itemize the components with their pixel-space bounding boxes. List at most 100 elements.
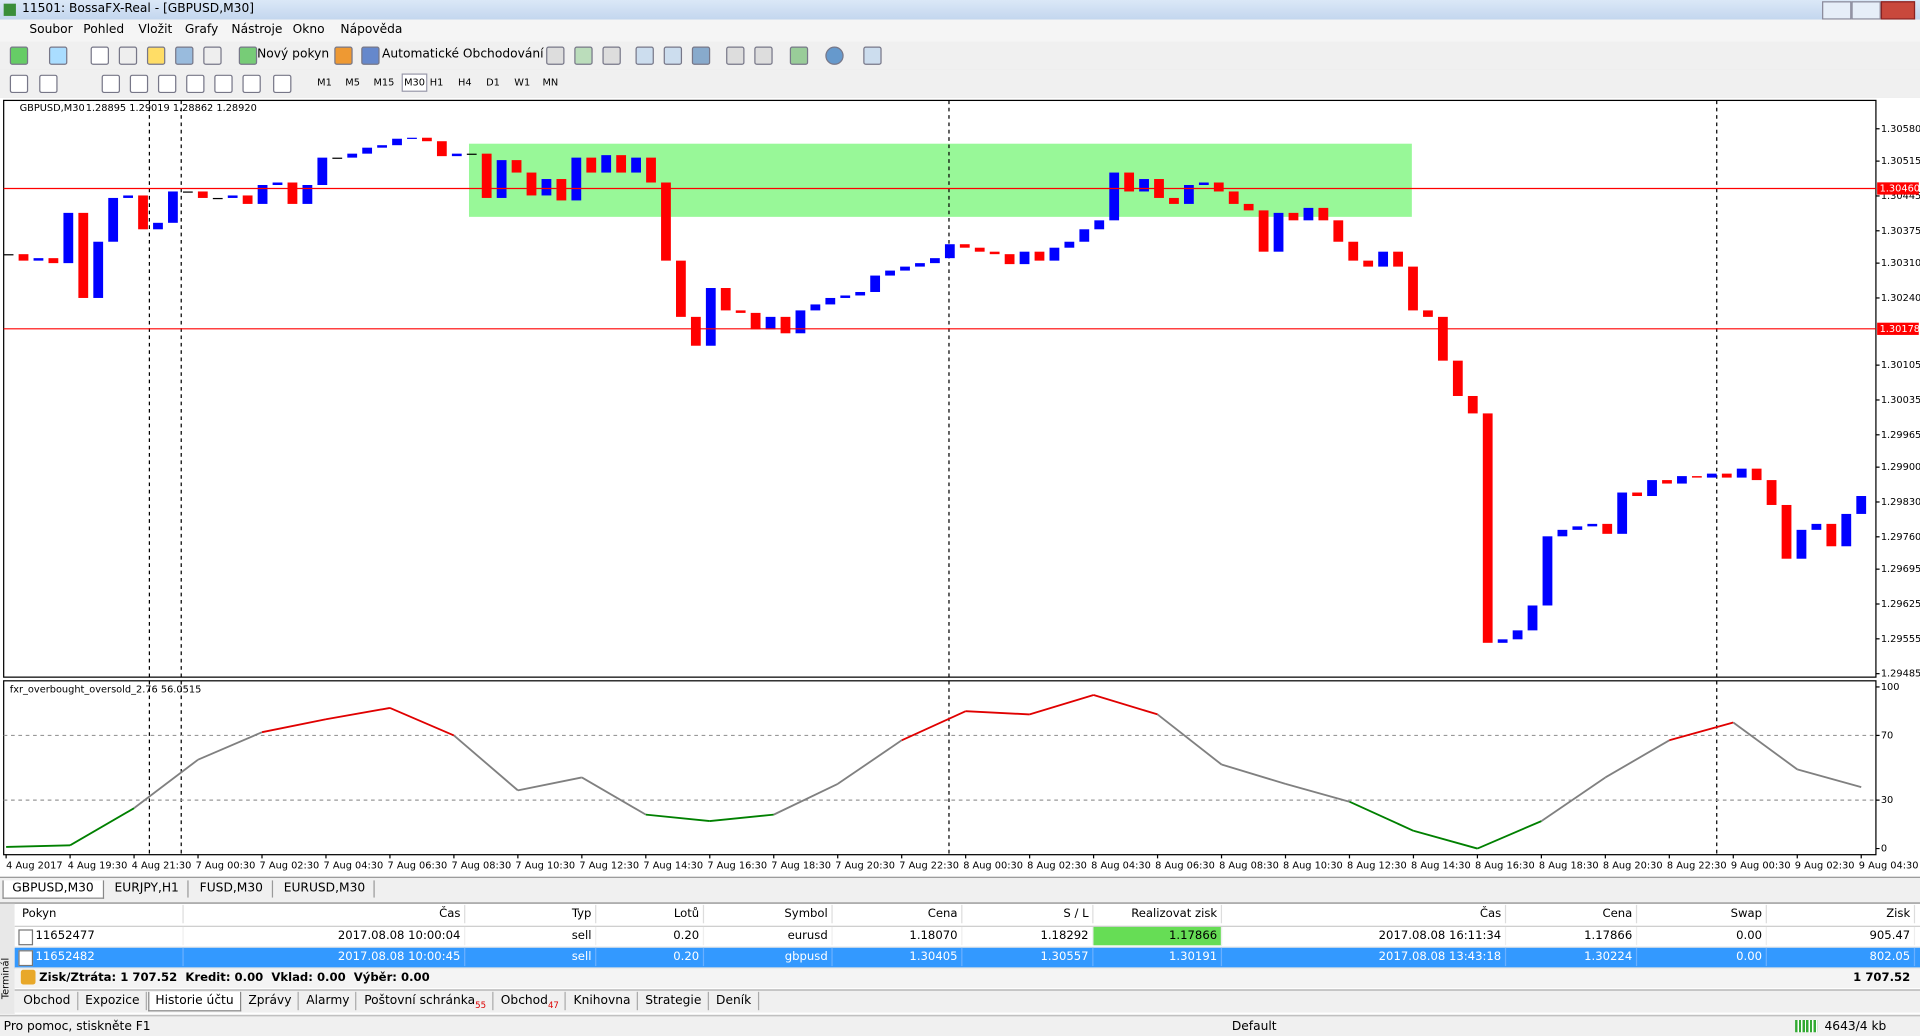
- terminal-tab[interactable]: Zprávy: [242, 991, 299, 1011]
- icon[interactable]: [186, 74, 205, 94]
- indicator-segment: [1093, 694, 1158, 716]
- candle: [272, 182, 283, 186]
- terminal-tab[interactable]: Historie účtu: [148, 991, 241, 1012]
- timeframe-button[interactable]: H1: [429, 77, 444, 89]
- terminal-tab[interactable]: Alarmy: [300, 991, 357, 1011]
- window-controls[interactable]: [1822, 1, 1916, 20]
- timeframe-button[interactable]: D1: [486, 77, 500, 89]
- icon[interactable]: [129, 74, 149, 94]
- minimize-button[interactable]: [1822, 1, 1852, 20]
- candle: [1781, 504, 1792, 559]
- icon[interactable]: [157, 74, 177, 94]
- indicator-segment: [837, 739, 903, 785]
- icon[interactable]: [214, 74, 233, 94]
- column-header[interactable]: Zisk: [1767, 904, 1916, 924]
- column-header[interactable]: Čas: [1222, 904, 1507, 924]
- icon[interactable]: [9, 74, 29, 94]
- candle: [48, 258, 59, 264]
- menu-item[interactable]: Grafy: [184, 23, 219, 37]
- icon[interactable]: [242, 74, 261, 94]
- icon[interactable]: [203, 46, 222, 65]
- icon[interactable]: [118, 46, 138, 65]
- icon[interactable]: [39, 74, 58, 94]
- icon[interactable]: [663, 46, 683, 65]
- icon[interactable]: [754, 46, 773, 65]
- terminal-tab[interactable]: Poštovní schránka55: [358, 991, 494, 1011]
- menu-item[interactable]: Vložit: [138, 23, 173, 37]
- menu-item[interactable]: Pohled: [83, 23, 125, 37]
- icon[interactable]: [334, 46, 353, 65]
- close-button[interactable]: [1880, 1, 1916, 20]
- indicator-segment: [389, 707, 455, 737]
- icon[interactable]: [863, 46, 882, 65]
- timeframe-button[interactable]: H4: [457, 77, 472, 89]
- icon[interactable]: [273, 74, 292, 94]
- column-header[interactable]: Cena: [1506, 904, 1638, 924]
- icon[interactable]: [546, 46, 565, 65]
- icon[interactable]: [9, 46, 29, 65]
- timeframe-button[interactable]: M15: [373, 77, 395, 89]
- candle: [526, 172, 537, 196]
- icon[interactable]: [175, 46, 194, 65]
- column-header[interactable]: Cena: [833, 904, 963, 924]
- icon[interactable]: [90, 46, 109, 65]
- table-row[interactable]: 11652482 2017.08.08 10:00:45 sell 0.20 gbpus…: [14, 947, 1920, 969]
- chart-tab[interactable]: GBPUSD,M30: [2, 880, 104, 899]
- column-header[interactable]: Pokyn: [15, 904, 184, 924]
- timeframe-button[interactable]: MN: [542, 77, 559, 89]
- timeframe-button[interactable]: M5: [345, 77, 361, 89]
- terminal-tab[interactable]: Obchod: [17, 991, 78, 1011]
- table-row[interactable]: 11652477 2017.08.08 10:00:04 sell 0.20 eurus…: [14, 926, 1920, 948]
- terminal-tab[interactable]: Expozice: [79, 991, 147, 1011]
- icon[interactable]: [101, 74, 121, 94]
- timeframe-button[interactable]: M30: [401, 73, 428, 92]
- tab-count: 55: [475, 1000, 487, 1011]
- icon[interactable]: [691, 46, 711, 65]
- candle: [1452, 360, 1463, 396]
- icon[interactable]: [146, 46, 166, 65]
- terminal-tab[interactable]: Obchod47: [495, 991, 567, 1011]
- order-icon: [18, 929, 34, 946]
- icon[interactable]: [48, 46, 68, 65]
- column-header[interactable]: Typ: [465, 904, 597, 924]
- candle: [1019, 251, 1030, 265]
- table-cell: 1.18070: [833, 926, 963, 946]
- indicator-segment: [1029, 694, 1094, 716]
- column-header[interactable]: Čas: [184, 904, 466, 924]
- column-header[interactable]: Symbol: [704, 904, 833, 924]
- chart-tab[interactable]: FUSD,M30: [191, 880, 273, 898]
- terminal-tab[interactable]: Deník: [710, 991, 759, 1011]
- column-header[interactable]: Lotů: [596, 904, 705, 924]
- new-order-button[interactable]: Nový pokyn: [257, 47, 330, 62]
- icon[interactable]: [602, 46, 621, 65]
- icon[interactable]: [238, 46, 258, 65]
- maximize-button[interactable]: [1851, 1, 1881, 20]
- column-header[interactable]: Swap: [1637, 904, 1767, 924]
- timeframe-button[interactable]: M1: [317, 77, 332, 89]
- terminal-tab[interactable]: Knihovna: [567, 991, 638, 1011]
- menu-item[interactable]: Nástroje: [231, 23, 283, 37]
- auto-trading-button[interactable]: Automatické Obchodování: [382, 47, 544, 62]
- chart-tab[interactable]: EURUSD,M30: [275, 880, 375, 898]
- icon[interactable]: [574, 46, 593, 65]
- menu-item[interactable]: Nápověda: [340, 23, 403, 37]
- icon[interactable]: [789, 46, 809, 65]
- candle: [436, 141, 447, 157]
- menu-item[interactable]: Okno: [292, 23, 325, 37]
- indicator-segment: [1156, 713, 1223, 766]
- menu-item[interactable]: Soubor: [29, 23, 73, 37]
- icon[interactable]: [361, 46, 380, 65]
- column-header[interactable]: Realizovat zisk: [1093, 904, 1223, 924]
- column-header[interactable]: S / L: [962, 904, 1094, 924]
- candle: [1691, 476, 1702, 478]
- icon[interactable]: [825, 46, 844, 65]
- timeframe-button[interactable]: W1: [514, 77, 531, 89]
- x-tick-label: 8 Aug 14:30: [1411, 861, 1471, 872]
- table-cell: 0.00: [1637, 947, 1767, 967]
- icon[interactable]: [635, 46, 654, 65]
- terminal-tab[interactable]: Strategie: [639, 991, 709, 1011]
- icon[interactable]: [726, 46, 745, 65]
- chart-tab[interactable]: EURJPY,H1: [106, 880, 189, 898]
- candle: [989, 251, 1000, 255]
